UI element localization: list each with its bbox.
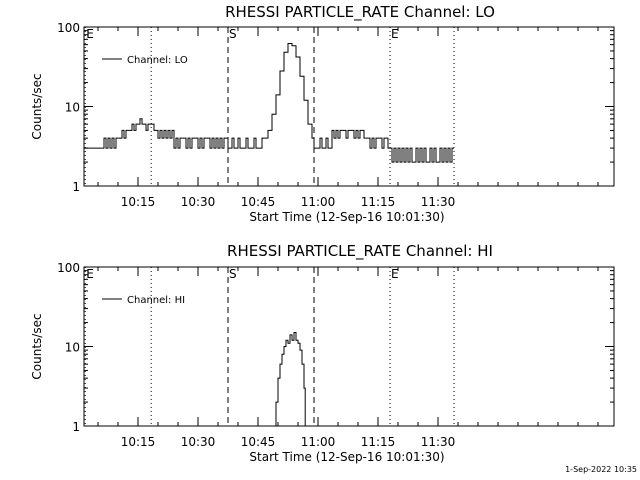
y-tick-label: 10 [65,101,80,115]
y-tick-label: 10 [65,341,80,355]
plot-frame [83,266,615,427]
x-axis-label: Start Time (12-Sep-16 10:01:30) [249,210,444,224]
hi-channel-panel: RHESSI PARTICLE_RATE Channel: HI E S E 1 10 10… [30,242,615,464]
x-tick-label: 10:45 [241,435,276,449]
marker-label-2: S [229,27,237,41]
lo-channel-panel: RHESSI PARTICLE_RATE Channel: LO E S E 1 10 10… [30,3,615,224]
x-tick-label: 10:45 [241,195,276,209]
chart-title: RHESSI PARTICLE_RATE Channel: HI [227,242,493,261]
y-tick-label: 100 [57,21,80,35]
marker-label-4: E [391,27,399,41]
y-axis-label: Counts/sec [30,313,44,379]
chart-title: RHESSI PARTICLE_RATE Channel: LO [225,3,495,22]
legend-entry: Channel: LO [127,55,188,66]
x-tick-label: 11:30 [421,195,456,209]
plot-frame [83,26,615,187]
marker-label-4: E [391,267,399,281]
x-tick-label: 11:15 [361,435,396,449]
y-axis-label: Counts/sec [30,73,44,139]
x-tick-label: 10:15 [121,195,156,209]
marker-label-0: E [86,27,94,41]
y-tick-label: 1 [72,420,80,434]
x-tick-label: 11:00 [301,195,336,209]
x-tick-label: 11:00 [301,435,336,449]
x-tick-label: 11:30 [421,435,456,449]
y-tick-label: 1 [72,180,80,194]
x-tick-label: 10:15 [121,435,156,449]
footer-timestamp: 1-Sep-2022 10:35 [565,465,637,474]
series-line-0 [274,332,306,426]
x-tick-label: 11:15 [361,195,396,209]
x-axis-label: Start Time (12-Sep-16 10:01:30) [249,450,444,464]
series-line-0 [84,43,454,163]
y-tick-label: 100 [57,261,80,275]
legend-entry: Channel: HI [127,295,185,306]
marker-label-0: E [86,267,94,281]
x-tick-label: 10:30 [181,195,216,209]
x-tick-label: 10:30 [181,435,216,449]
marker-label-2: S [229,267,237,281]
